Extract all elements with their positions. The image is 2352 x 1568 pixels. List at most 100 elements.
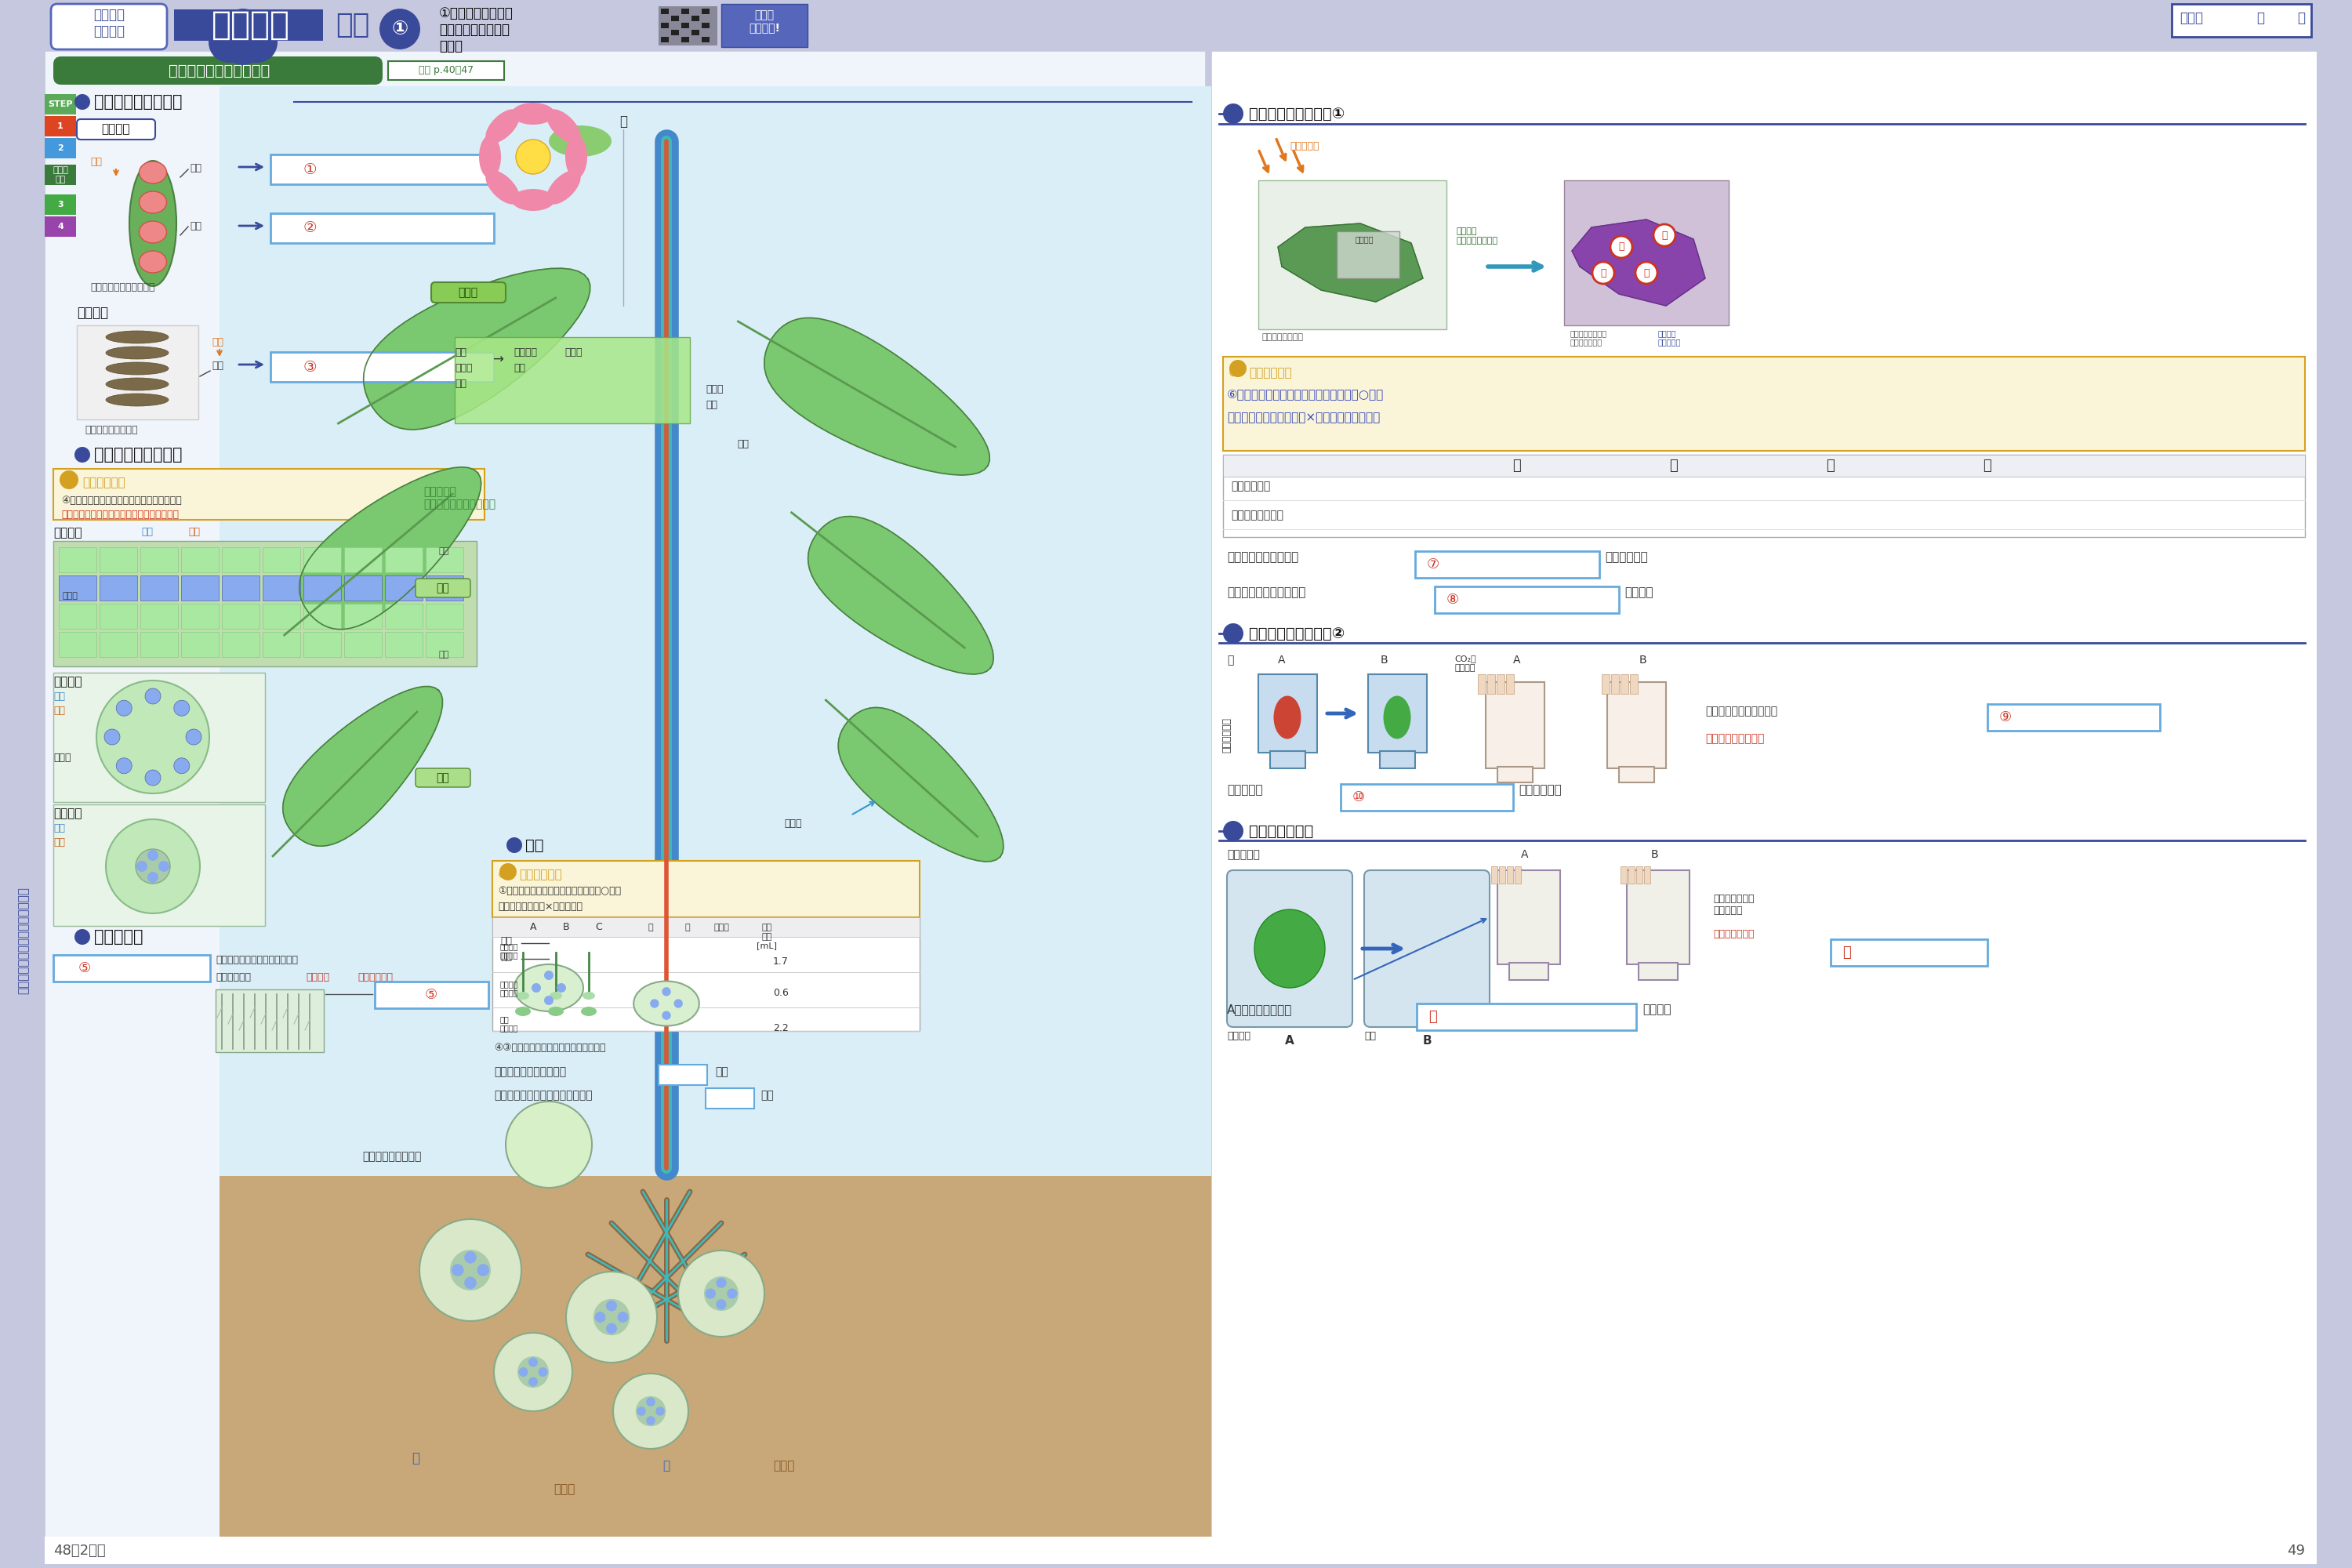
- Bar: [682, 22, 689, 28]
- Circle shape: [661, 1011, 670, 1019]
- Circle shape: [379, 8, 421, 49]
- Text: ⊙: ⊙: [61, 474, 73, 486]
- Text: 暗いところ: 暗いところ: [1228, 850, 1261, 859]
- Text: 白くにごらないのは: 白くにごらないのは: [1705, 734, 1764, 745]
- FancyBboxPatch shape: [78, 119, 155, 140]
- Circle shape: [115, 757, 132, 773]
- Text: 葉の断面: 葉の断面: [54, 527, 82, 539]
- Circle shape: [595, 1312, 604, 1322]
- Text: デンプン: デンプン: [513, 348, 536, 358]
- FancyBboxPatch shape: [430, 282, 506, 303]
- Bar: [45, 116, 75, 136]
- Text: ふの部分: ふの部分: [1355, 235, 1374, 243]
- Text: やってみよう: やってみよう: [1249, 367, 1291, 378]
- Bar: [1486, 682, 1545, 768]
- Text: が使われる。: が使われる。: [1519, 784, 1562, 797]
- Circle shape: [529, 1358, 539, 1367]
- Circle shape: [174, 757, 191, 773]
- Text: →: →: [492, 353, 503, 367]
- Text: 気体を石灰水に
通したとき: 気体を石灰水に 通したとき: [1712, 894, 1755, 916]
- Bar: [426, 575, 463, 601]
- Text: 48　2年間: 48 2年間: [54, 1543, 106, 1559]
- Bar: [54, 804, 266, 925]
- Bar: [1258, 180, 1446, 329]
- Text: 被子植物: 被子植物: [101, 124, 129, 135]
- Text: など: など: [513, 364, 524, 373]
- Bar: [1270, 751, 1305, 768]
- Bar: [1416, 552, 1599, 577]
- Ellipse shape: [129, 162, 176, 285]
- Circle shape: [136, 850, 169, 884]
- Circle shape: [223, 24, 263, 64]
- Circle shape: [209, 22, 249, 63]
- Text: 根のつくり: 根のつくり: [94, 928, 143, 944]
- Ellipse shape: [548, 125, 612, 157]
- Text: 呼吸で出すもの: 呼吸で出すもの: [1249, 823, 1312, 839]
- Polygon shape: [809, 516, 993, 674]
- Bar: [492, 917, 920, 1032]
- Text: 水: 水: [412, 1452, 419, 1465]
- Bar: [1435, 586, 1618, 613]
- Text: 受粉: 受粉: [212, 337, 223, 348]
- Text: 維管束: 維管束: [54, 753, 71, 764]
- Bar: [661, 36, 668, 42]
- Bar: [263, 632, 301, 657]
- Text: ⑪: ⑪: [1842, 946, 1851, 960]
- Bar: [388, 61, 503, 80]
- Bar: [99, 632, 136, 657]
- Bar: [670, 16, 680, 20]
- Bar: [722, 3, 807, 47]
- Circle shape: [647, 1416, 656, 1425]
- Bar: [1505, 674, 1515, 693]
- Text: 葉の裏に
ワセリン: 葉の裏に ワセリン: [501, 980, 517, 997]
- Circle shape: [515, 140, 550, 174]
- Polygon shape: [1277, 223, 1423, 301]
- Bar: [691, 16, 699, 20]
- Bar: [1639, 963, 1677, 980]
- Circle shape: [706, 1289, 715, 1298]
- Polygon shape: [837, 707, 1004, 861]
- Text: 葉、茎、根のつくり: 葉、茎、根のつくり: [94, 447, 183, 463]
- Text: 2: 2: [56, 144, 64, 152]
- Circle shape: [419, 1220, 522, 1320]
- Bar: [303, 575, 341, 601]
- Text: 水の
光量
[mL]: 水の 光量 [mL]: [757, 924, 776, 950]
- Text: 胚珠: 胚珠: [191, 163, 202, 174]
- Text: 光合成: 光合成: [459, 287, 477, 298]
- Text: 養分をたくわえる。: 養分をたくわえる。: [362, 1151, 421, 1162]
- Ellipse shape: [546, 171, 581, 204]
- Bar: [343, 547, 381, 572]
- Ellipse shape: [513, 103, 555, 125]
- Circle shape: [174, 701, 191, 717]
- Text: 日: 日: [2298, 11, 2305, 25]
- Text: 土とふれる面積が大きくなり、: 土とふれる面積が大きくなり、: [216, 955, 299, 964]
- Circle shape: [103, 729, 120, 745]
- Bar: [54, 469, 485, 521]
- Circle shape: [463, 1276, 477, 1289]
- Circle shape: [557, 983, 567, 993]
- Circle shape: [148, 872, 158, 883]
- Polygon shape: [365, 268, 590, 430]
- Text: イとウから，光合成には: イとウから，光合成には: [1228, 586, 1305, 597]
- Text: 光合成では: 光合成では: [1228, 784, 1263, 797]
- Text: ⑤: ⑤: [426, 988, 437, 1002]
- Bar: [1602, 674, 1609, 693]
- Text: 道管: 道管: [501, 936, 513, 946]
- Bar: [45, 216, 75, 237]
- Text: 茎の断面: 茎の断面: [54, 676, 82, 687]
- Ellipse shape: [1254, 909, 1324, 988]
- Text: 1.7: 1.7: [774, 956, 788, 966]
- Bar: [181, 575, 219, 601]
- Text: 月: 月: [2256, 11, 2265, 25]
- Ellipse shape: [517, 993, 529, 1000]
- Text: 0.6: 0.6: [774, 988, 788, 999]
- Bar: [454, 337, 689, 423]
- Ellipse shape: [515, 1007, 532, 1016]
- Bar: [303, 604, 341, 629]
- Text: 光が当たっている: 光が当たっている: [1230, 510, 1284, 521]
- Text: よって、気孔の数が多いのは葉の: よって、気孔の数が多いのは葉の: [494, 1090, 593, 1101]
- Circle shape: [238, 11, 278, 52]
- Bar: [181, 547, 219, 572]
- Bar: [181, 632, 219, 657]
- Circle shape: [656, 1406, 666, 1416]
